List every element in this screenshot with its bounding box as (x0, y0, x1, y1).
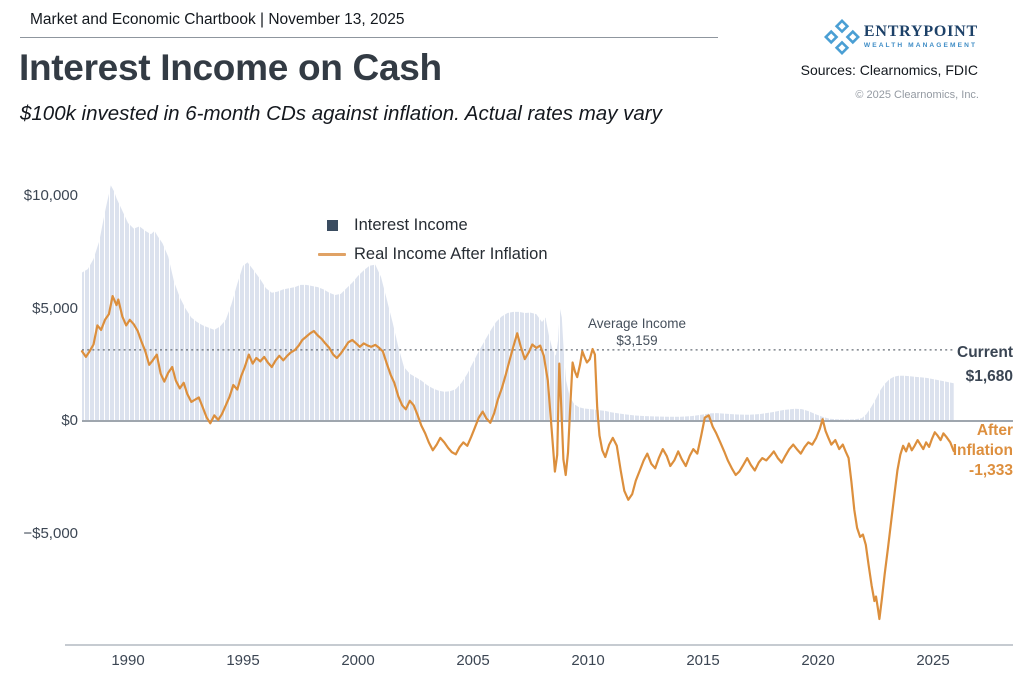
logo-tagline: WEALTH MANAGEMENT (863, 42, 978, 50)
entrypoint-diamonds-icon (823, 19, 860, 55)
legend-label: Real Income After Inflation (354, 244, 548, 263)
logo-wordmark: ENTRYPOINT (863, 23, 978, 41)
header-divider (20, 37, 718, 38)
average-income-label: Average Income (587, 316, 687, 331)
sources-text: Sources: Clearnomics, FDIC (800, 62, 978, 78)
chart-legend: Interest Income Real Income After Inflat… (318, 213, 548, 271)
after-inflation-value: -1,333 (969, 462, 1013, 479)
x-tick-label: 2010 (571, 652, 605, 669)
y-tick-label: $0 (61, 412, 78, 429)
page-title: Interest Income on Cash (19, 47, 442, 88)
y-tick-label: $5,000 (32, 299, 78, 317)
current-annotation: Current $1,680 (957, 341, 1013, 389)
x-tick-label: 1995 (226, 652, 260, 669)
after-inflation-annotation: After Inflation -1,333 (953, 421, 1013, 481)
y-tick-label: $10,000 (23, 187, 78, 204)
x-tick-label: 2000 (341, 652, 375, 669)
average-income-value: $3,159 (616, 333, 658, 348)
real-income-line-marker-icon (318, 252, 346, 256)
legend-item-interest-income: Interest Income (318, 213, 548, 237)
copyright-text: © 2025 Clearnomics, Inc. (855, 89, 979, 101)
legend-label: Interest Income (354, 215, 468, 234)
after-inflation-label-2: Inflation (952, 442, 1013, 459)
legend-item-real-income: Real Income After Inflation (318, 242, 548, 266)
after-inflation-label-1: After (976, 422, 1013, 439)
interest-income-area (82, 185, 954, 421)
x-tick-label: 2025 (916, 652, 950, 669)
current-value: $1,680 (965, 368, 1013, 385)
page-subtitle: $100k invested in 6-month CDs against in… (20, 102, 662, 125)
chartbook-header: Market and Economic Chartbook | November… (30, 11, 405, 28)
entrypoint-logo: ENTRYPOINT WEALTH MANAGEMENT (823, 19, 978, 55)
average-income-annotation: Average Income $3,159 (550, 315, 724, 349)
x-tick-label: 2020 (801, 652, 835, 669)
y-tick-label: −$5,000 (23, 524, 78, 542)
x-tick-label: 2015 (686, 652, 720, 669)
current-label: Current (957, 344, 1013, 361)
x-tick-label: 1990 (111, 652, 145, 669)
interest-income-square-marker-icon (326, 219, 338, 231)
real-income-line (80, 295, 955, 621)
x-tick-label: 2005 (456, 652, 490, 669)
